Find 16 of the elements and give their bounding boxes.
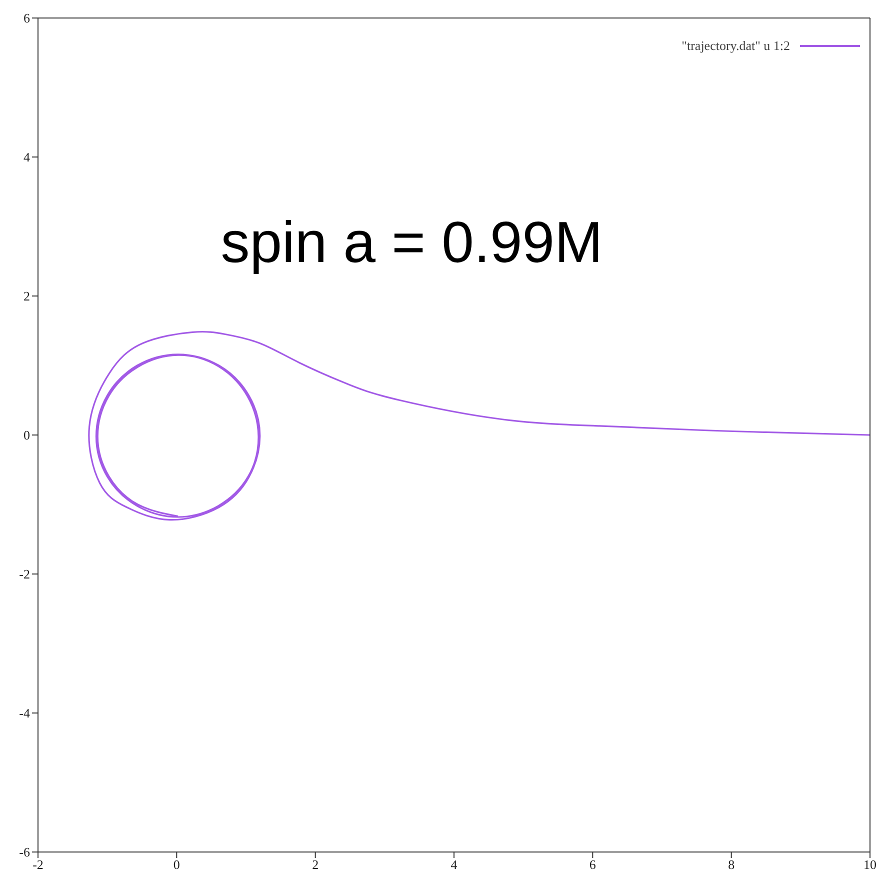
y-tick-label: 0 [24,428,30,443]
x-tick-label: 8 [728,857,735,872]
x-tick-label: 0 [173,857,180,872]
y-tick-label: 6 [24,10,30,26]
annotation: spin a = 0.99M [220,209,603,276]
x-tick-label: 6 [589,857,596,872]
x-tick-label: 2 [312,857,319,872]
x-tick-label: 10 [864,857,876,872]
y-tick-label: -6 [19,844,30,860]
y-tick-label: 2 [24,288,30,304]
y-tick-label: -2 [19,566,30,582]
x-tick-label: 4 [450,857,458,872]
y-tick-label: 4 [24,150,30,165]
legend-label: "trajectory.dat" u 1:2 [682,38,790,54]
y-tick-label: -4 [19,706,30,721]
line-series [88,331,870,521]
